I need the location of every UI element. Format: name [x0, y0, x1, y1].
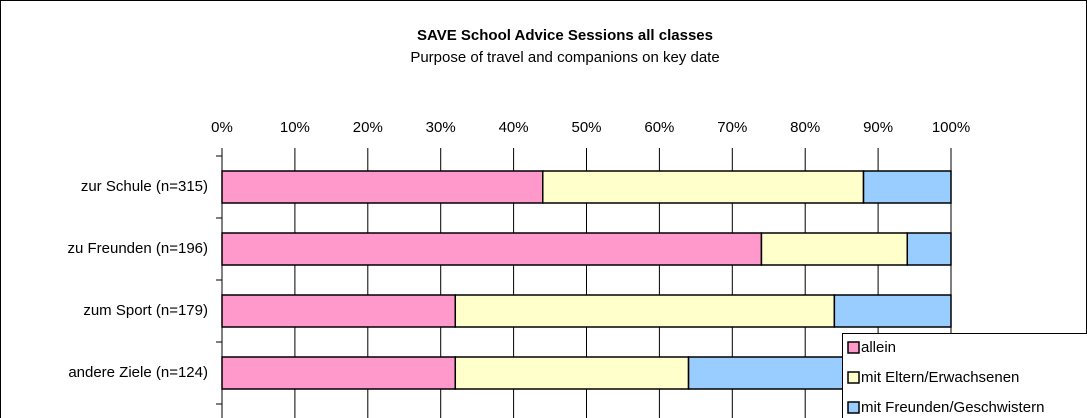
x-tick-label: 0% [211, 119, 233, 136]
legend-swatch [847, 371, 860, 384]
x-tick-label: 40% [499, 119, 529, 136]
legend-box [842, 333, 1087, 418]
bar-segment [833, 294, 952, 328]
bar-segment [221, 232, 763, 266]
legend-swatch [847, 341, 860, 354]
bar-segment [454, 294, 836, 328]
y-tick-label: zu Freunden (n=196) [67, 240, 208, 257]
x-tick-label: 80% [790, 119, 820, 136]
bar-segment [454, 356, 690, 390]
y-tick-label: zum Sport (n=179) [83, 302, 208, 319]
x-tick-label: 50% [571, 119, 601, 136]
bar-segment [221, 294, 457, 328]
bar-segment [221, 356, 457, 390]
bar-segment [862, 170, 952, 204]
bar-segment [760, 232, 909, 266]
x-tick-label: 20% [353, 119, 383, 136]
legend-swatch [847, 401, 860, 414]
legend-label: mit Freunden/Geschwistern [861, 399, 1044, 416]
x-tick-label: 60% [644, 119, 674, 136]
x-tick-label: 30% [426, 119, 456, 136]
legend-label: mit Eltern/Erwachsenen [861, 369, 1019, 386]
x-tick-label: 10% [280, 119, 310, 136]
x-tick-label: 100% [932, 119, 970, 136]
chart-title: SAVE School Advice Sessions all classes [417, 27, 713, 44]
legend: allein mit Eltern/Erwachsenen mit Freunden… [842, 333, 1087, 418]
x-tick-label: 70% [717, 119, 747, 136]
bar-segment [221, 170, 544, 204]
bar-segment [542, 170, 865, 204]
y-tick-label: andere Ziele (n=124) [68, 364, 208, 381]
legend-label: allein [861, 339, 896, 356]
y-tick-label: zur Schule (n=315) [81, 178, 208, 195]
x-tick-label: 90% [863, 119, 893, 136]
chart-subtitle: Purpose of travel and companions on key … [410, 49, 719, 66]
bar-segment [906, 232, 952, 266]
